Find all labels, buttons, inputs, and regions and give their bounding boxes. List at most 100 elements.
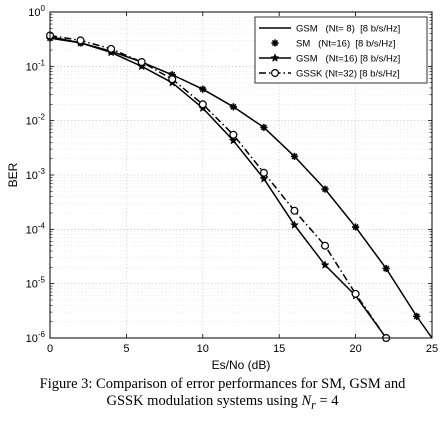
series-line xyxy=(49,34,387,339)
caption-math-sub: r xyxy=(311,397,316,412)
series-layer xyxy=(45,31,433,343)
marker-star xyxy=(289,220,300,229)
y-tick-base: 10 xyxy=(26,170,38,182)
data-point xyxy=(137,58,146,67)
y-tick-label: 10-3 xyxy=(26,167,46,182)
y-tick-base: 10 xyxy=(26,116,38,128)
legend-entry: GSSK (Nt=32) [8 b/s/Hz] xyxy=(259,69,400,80)
marker-asterisk-stroke xyxy=(260,124,268,131)
series-line xyxy=(49,36,387,339)
y-tick-base: 10 xyxy=(26,333,38,345)
data-point xyxy=(168,75,177,84)
x-tick-label: 5 xyxy=(123,343,129,355)
data-point xyxy=(259,168,268,177)
marker-circle xyxy=(229,130,238,139)
data-point xyxy=(320,260,330,270)
marker-asterisk-stroke xyxy=(352,223,359,231)
data-point xyxy=(198,100,207,109)
y-tick-base: 10 xyxy=(28,7,40,19)
y-tick-label: 10-6 xyxy=(26,330,46,345)
data-point xyxy=(290,206,299,215)
marker-asterisk-stroke xyxy=(383,265,390,272)
y-tick-label: 100 xyxy=(28,4,45,19)
y-tick-base: 10 xyxy=(26,224,38,236)
marker-asterisk-stroke xyxy=(321,186,329,193)
y-tick-label: 10-1 xyxy=(26,58,46,73)
x-tick-label: 20 xyxy=(349,343,361,355)
legend-entry: SM (Nt=16) [8 b/s/Hz] xyxy=(271,39,396,50)
legend-entry: GSM (Nt=16) [8 b/s/Hz] xyxy=(259,53,400,65)
legend: GSM (Nt= 8) [8 b/s/Hz] SM (Nt=16) [8 b/s/… xyxy=(254,16,428,84)
marker-circle xyxy=(271,68,280,77)
marker-asterisk-stroke xyxy=(291,153,298,160)
legend-label: GSM (Nt= 8) [8 b/s/Hz] xyxy=(296,24,400,35)
marker-circle xyxy=(351,289,360,298)
axis-ticks xyxy=(49,11,433,339)
data-point xyxy=(199,85,207,93)
marker-circle xyxy=(259,168,268,177)
y-tick-exponent: -6 xyxy=(38,330,46,339)
data-point xyxy=(321,241,330,250)
marker-asterisk-stroke xyxy=(413,313,420,320)
legend-entry: GSM (Nt= 8) [8 b/s/Hz] xyxy=(259,24,400,35)
y-tick-label: 10-4 xyxy=(26,221,46,236)
y-tick-label: 10-2 xyxy=(26,113,46,128)
series-line xyxy=(49,37,433,339)
marker-circle xyxy=(76,36,85,45)
legend-label: GSM (Nt=16) [8 b/s/Hz] xyxy=(296,54,400,65)
y-tick-exponent: -2 xyxy=(38,113,46,122)
data-point xyxy=(352,223,360,231)
data-point xyxy=(76,36,85,45)
data-point xyxy=(260,123,268,132)
caption-line-2-text: GSSK modulation systems using xyxy=(106,393,302,409)
x-tick-label: 0 xyxy=(47,343,53,355)
marker-circle xyxy=(290,206,299,215)
x-tick-labels: 0 5 10 15 20 25 xyxy=(47,343,438,355)
data-point xyxy=(413,312,421,320)
x-axis-label: Es/No (dB) xyxy=(212,358,271,372)
marker-asterisk-stroke xyxy=(199,86,206,93)
data-point xyxy=(259,173,269,183)
marker-circle xyxy=(198,100,207,109)
caption-math-var: N xyxy=(301,393,312,409)
data-point xyxy=(290,152,299,160)
data-point xyxy=(289,220,300,229)
marker-asterisk-stroke xyxy=(230,103,237,110)
marker-star xyxy=(320,260,330,270)
y-tick-label: 10-5 xyxy=(26,276,46,291)
marker-circle xyxy=(137,58,146,67)
data-point xyxy=(107,44,116,53)
x-tick-label: 10 xyxy=(197,343,209,355)
legend-label: SM (Nt=16) [8 b/s/Hz] xyxy=(296,39,396,50)
y-tick-base: 10 xyxy=(26,61,38,73)
marker-asterisk-stroke xyxy=(271,39,279,47)
series-4 xyxy=(45,31,391,343)
y-tick-exponent: -5 xyxy=(38,276,46,285)
marker-circle xyxy=(168,75,177,84)
marker-star xyxy=(259,173,269,183)
data-point xyxy=(351,289,360,298)
marker-circle xyxy=(107,44,116,53)
caption-line-2: GSSK modulation systems using Nr = 4 xyxy=(0,393,445,414)
y-axis-label: BER xyxy=(6,162,20,187)
marker-star xyxy=(270,53,280,62)
y-tick-exponent: 0 xyxy=(41,4,46,13)
figure-caption: Figure 3: Comparison of error performanc… xyxy=(0,376,445,414)
caption-line-1: Figure 3: Comparison of error performanc… xyxy=(39,376,406,392)
y-tick-base: 10 xyxy=(26,279,38,291)
data-point xyxy=(382,264,390,273)
x-tick-label: 25 xyxy=(426,343,438,355)
caption-math-rest: = 4 xyxy=(315,393,339,409)
y-tick-exponent: -1 xyxy=(38,58,46,67)
y-tick-exponent: -4 xyxy=(38,221,46,230)
marker-circle xyxy=(321,241,330,250)
series-1 xyxy=(49,37,433,339)
data-point xyxy=(321,185,329,193)
legend-label: GSSK (Nt=32) [8 b/s/Hz] xyxy=(296,69,400,80)
data-point xyxy=(229,130,238,139)
data-point xyxy=(229,103,237,111)
x-tick-label: 15 xyxy=(273,343,285,355)
y-tick-exponent: -3 xyxy=(38,167,46,176)
